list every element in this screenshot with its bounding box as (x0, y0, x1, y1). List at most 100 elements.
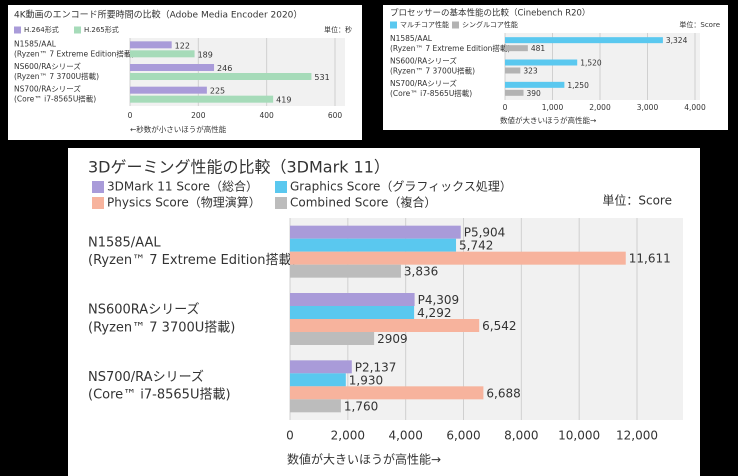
value-label: 6,688 (486, 386, 520, 400)
category-label: (Ryzen™ 7 Extreme Edition搭載) (88, 252, 297, 268)
x-tick-label: 0 (128, 111, 133, 120)
bar (130, 50, 195, 58)
x-tick-label: 4,000 (684, 103, 706, 112)
legend-label: Physics Score（物理演算） (107, 195, 261, 210)
plot-area (130, 38, 345, 106)
category-label: NS700/RAシリーズ (88, 369, 204, 385)
category-label: N1585/AAL (14, 39, 57, 48)
bar (130, 64, 215, 71)
chart-title: 4K動画のエンコード所要時間の比較（Adobe Media Encoder 20… (14, 9, 302, 21)
value-label: 531 (314, 73, 329, 82)
x-tick-label: 10,000 (558, 429, 600, 443)
category-label: NS700/RAシリーズ (390, 78, 457, 88)
bar (505, 67, 521, 74)
value-label: 6,542 (482, 319, 516, 333)
legend-swatch (275, 181, 287, 193)
bar (290, 319, 480, 332)
bar (505, 89, 524, 96)
value-label: 11,611 (629, 252, 671, 266)
bar (505, 81, 565, 88)
value-label: P4,309 (418, 293, 460, 307)
bar (290, 360, 352, 374)
category-label: NS700/RAシリーズ (14, 84, 81, 94)
x-tick-label: 600 (328, 111, 343, 120)
bar (290, 332, 375, 345)
x-tick-label: 6,000 (446, 429, 480, 443)
x-tick-label: 12,000 (616, 429, 658, 443)
bar (130, 95, 274, 103)
category-label: (Core™ i7-8565U搭載) (14, 94, 96, 104)
bar (505, 59, 578, 66)
category-label: N1585/AAL (88, 235, 161, 250)
category-label: (Ryzen™ 7 3700U搭載) (390, 66, 475, 76)
category-label: NS600/RAシリーズ (14, 61, 81, 71)
unit-label: 単位：秒 (324, 25, 352, 34)
value-label: 5,742 (459, 239, 493, 253)
bar (290, 225, 461, 239)
category-label: NS600/RAシリーズ (390, 55, 457, 65)
bar (290, 386, 484, 400)
bar (290, 399, 341, 413)
x-tick-label: 1,000 (542, 103, 564, 112)
value-label: 189 (198, 50, 213, 59)
legend-label: シングルコア性能 (462, 20, 518, 29)
bar (290, 373, 346, 387)
unit-label: 単位：Score (679, 20, 720, 29)
legend-swatch (74, 26, 81, 34)
value-label: 481 (531, 44, 546, 53)
value-label: 122 (175, 41, 190, 50)
note: 数値が大きいほうが高性能→ (287, 452, 441, 467)
value-label: 2909 (377, 332, 408, 346)
value-label: 246 (217, 64, 232, 73)
legend-label: Combined Score（複合） (290, 195, 436, 210)
value-label: 390 (527, 89, 542, 98)
value-label: 1,520 (580, 59, 602, 68)
category-label: NS600RAシリーズ (88, 302, 200, 318)
x-tick-label: 400 (260, 111, 275, 120)
bar (505, 37, 663, 44)
bar (130, 86, 207, 94)
category-label: (Ryzen™ 7 3700U搭載) (88, 319, 235, 335)
legend-swatch (390, 21, 397, 29)
bar (130, 41, 172, 49)
value-label: 3,836 (404, 265, 438, 279)
x-tick-label: 4,000 (388, 429, 422, 443)
note: ←秒数が小さいほうが高性能 (130, 124, 227, 134)
category-label: (Core™ i7-8565U搭載) (88, 387, 231, 403)
bar (505, 45, 528, 52)
chart-title: 3Dゲーミング性能の比較（3DMark 11） (88, 158, 390, 177)
bar (290, 251, 626, 265)
bar (290, 293, 415, 306)
value-label: 225 (210, 87, 225, 96)
legend-swatch (92, 181, 104, 193)
legend-swatch (14, 26, 21, 34)
x-tick-label: 8,000 (504, 429, 538, 443)
value-label: 3,324 (666, 36, 688, 45)
x-tick-label: 2,000 (589, 103, 611, 112)
bar (290, 264, 401, 278)
legend-label: 3DMark 11 Score（総合） (107, 179, 258, 194)
legend-label: H.264形式 (24, 25, 59, 34)
legend-label: マルチコア性能 (400, 20, 449, 29)
plot-area (505, 33, 700, 100)
bar (130, 73, 312, 80)
value-label: P5,904 (464, 226, 506, 240)
category-label: (Ryzen™ 7 Extreme Edition搭載) (14, 48, 134, 58)
legend-swatch (275, 197, 287, 209)
value-label: P2,137 (355, 360, 397, 374)
chart-title: プロセッサーの基本性能の比較（Cinebench R20） (390, 8, 590, 19)
category-label: (Ryzen™ 7 3700U搭載) (14, 71, 99, 81)
category-label: (Core™ i7-8565U搭載) (390, 88, 472, 98)
category-label: (Ryzen™ 7 Extreme Edition搭載) (390, 43, 510, 53)
value-label: 1,760 (344, 399, 378, 413)
bar (290, 238, 457, 252)
legend-swatch (92, 197, 104, 209)
unit-label: 単位：Score (602, 193, 672, 208)
bar (290, 306, 415, 319)
note: 数値が大きいほうが高性能→ (500, 115, 596, 125)
value-label: 1,930 (349, 373, 383, 387)
value-label: 4,292 (417, 306, 451, 320)
x-tick-label: 0 (503, 103, 508, 112)
value-label: 323 (523, 67, 538, 76)
